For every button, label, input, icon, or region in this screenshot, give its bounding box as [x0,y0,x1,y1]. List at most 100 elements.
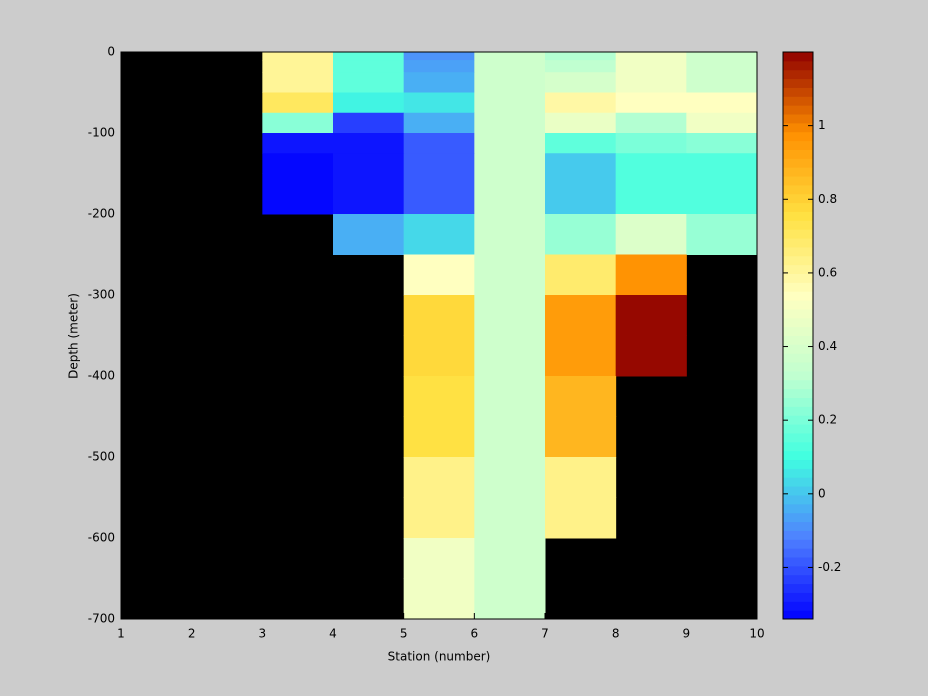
colorbar-band [783,344,813,354]
heatmap-cell [262,92,334,114]
colorbar-band [783,69,813,80]
colorbar-band [783,610,813,620]
heatmap-cell [615,173,687,215]
heatmap-cell [545,60,617,73]
heatmap-cell [403,52,475,61]
x-tick-label: 6 [471,627,479,641]
heatmap-cell [262,72,334,93]
x-tick-label: 2 [188,627,196,641]
y-tick-label: -500 [88,450,115,464]
heatmap-cell [474,497,546,539]
heatmap-cell [686,52,758,61]
colorbar-band [783,583,813,593]
colorbar-band [783,176,813,186]
colorbar-band [783,397,813,407]
heatmap-cell [545,92,617,114]
colorbar-band [783,202,813,212]
heatmap-cell [615,60,687,73]
colorbar-band [783,574,813,585]
colorbar-tick-label: 0.2 [818,413,837,427]
heatmap-cell [403,578,475,620]
colorbar-band [783,246,813,257]
colorbar-band [783,211,813,221]
heatmap-cell [545,416,617,458]
heatmap-cell [474,112,546,134]
colorbar-band [783,424,813,434]
colorbar-band [783,78,813,88]
colorbar-band [783,87,813,97]
heatmap-cell [333,214,405,255]
heatmap-cell [403,133,475,154]
colorbar-band [783,317,813,328]
x-axis-label: Station (number) [388,650,491,664]
colorbar-band [783,291,813,301]
heatmap-cell [403,153,475,174]
heatmap-cell [615,153,687,174]
heatmap-cell [545,497,617,539]
heatmap-cell [403,538,475,579]
heatmap-cell [474,457,546,498]
colorbar-tick-label: 1 [818,118,826,132]
colorbar-band [783,530,813,540]
heatmap-cell [262,112,334,134]
y-tick-label: -300 [88,288,115,302]
heatmap-cell [474,578,546,620]
colorbar-band [783,539,813,549]
x-tick-label: 7 [541,627,549,641]
heatmap-cell [262,52,334,61]
heatmap-cell [545,254,617,296]
colorbar-band [783,308,813,319]
heatmap-cell [403,416,475,458]
heatmap-cell [333,112,405,134]
heatmap-cell [615,112,687,134]
colorbar-band [783,406,813,416]
colorbar-band [783,300,813,310]
heatmap-cell [545,112,617,134]
colorbar-band [783,521,813,531]
heatmap-cell [474,92,546,114]
heatmap-cell [686,92,758,114]
heatmap-cell [333,173,405,215]
heatmap-cell [545,457,617,498]
heatmap-cell [333,133,405,154]
colorbar-band [783,158,813,168]
heatmap-cell [474,295,546,336]
colorbar-band [783,335,813,345]
colorbar-band [783,353,813,363]
heatmap-cell [262,60,334,73]
colorbar-band [783,167,813,177]
colorbar-band [783,255,813,266]
colorbar-tick-label: 0.8 [818,192,837,206]
colorbar-tick-label: 0.4 [818,339,837,353]
colorbar-band [783,220,813,230]
colorbar-band [783,432,813,443]
colorbar-band [783,282,813,292]
colorbar-band [783,193,813,204]
x-tick-label: 8 [612,627,620,641]
heatmap-cell [615,72,687,93]
heatmap-cell [333,52,405,61]
heatmap-cell [474,72,546,93]
colorbar-band [783,468,813,478]
y-tick-label: -100 [88,126,115,140]
heatmap-cell [474,214,546,255]
colorbar-band [783,388,813,399]
heatmap-cell [545,133,617,154]
colorbar-band [783,114,813,124]
heatmap-cell [686,60,758,73]
y-tick-label: 0 [107,45,115,59]
heatmap-cell [333,92,405,114]
heatmap-cell [545,335,617,377]
heatmap-cell [545,376,617,417]
colorbar-band [783,326,813,336]
x-tick-label: 10 [749,627,764,641]
colorbar-band [783,60,813,71]
heatmap-cell [686,173,758,215]
colorbar-tick-label: 0.6 [818,265,837,279]
x-tick-label: 5 [400,627,408,641]
heatmap-cell [545,214,617,255]
heatmap-cell [545,153,617,174]
colorbar-band [783,370,813,381]
colorbar-band [783,450,813,461]
